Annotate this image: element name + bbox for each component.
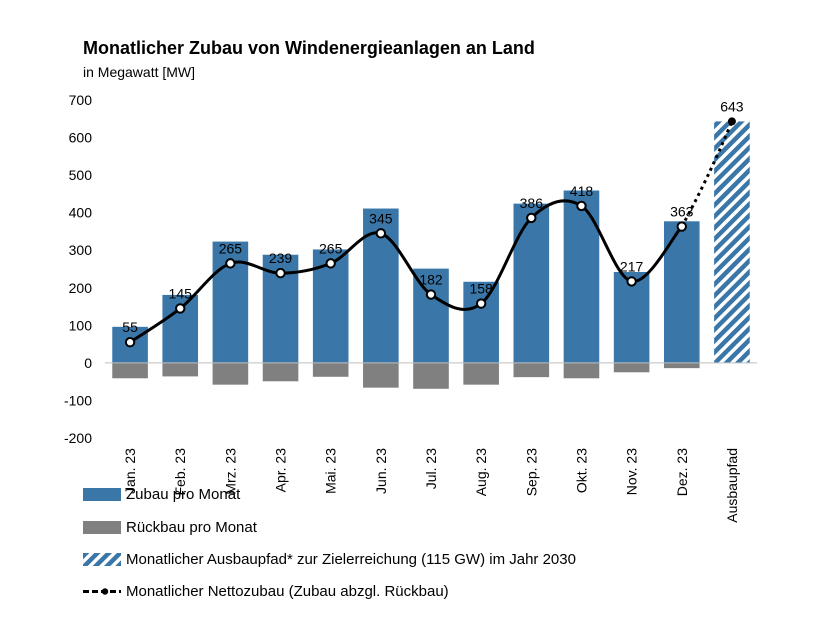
bar-rueckbau <box>563 362 600 379</box>
legend-swatch-zubau <box>83 488 121 501</box>
y-tick-label: 0 <box>84 355 92 371</box>
net-data-label: 386 <box>520 195 544 211</box>
legend-item-ausbaupfad: Monatlicher Ausbaupfad* zur Zielerreichu… <box>83 551 576 568</box>
y-tick-label: 200 <box>69 280 93 296</box>
net-data-label: 158 <box>469 281 493 297</box>
net-data-label: 217 <box>620 258 644 274</box>
bar-rueckbau <box>463 362 499 385</box>
x-tick-label: Okt. 23 <box>573 448 589 493</box>
x-tick-label: Aug. 23 <box>473 448 489 496</box>
bar-zubau <box>513 203 550 363</box>
x-tick-label: Jun. 23 <box>373 448 389 494</box>
bar-rueckbau <box>212 362 249 385</box>
bar-zubau <box>413 268 449 363</box>
bar-zubau <box>463 281 499 363</box>
x-tick-label: Mrz. 23 <box>222 448 238 495</box>
bar-rueckbau <box>262 362 299 382</box>
x-tick-label: Mai. 23 <box>323 448 339 494</box>
chart-subtitle: in Megawatt [MW] <box>83 64 196 80</box>
bar-ausbaupfad <box>714 121 750 363</box>
x-tick-label: Dez. 23 <box>674 448 690 496</box>
legend-item-zubau: Zubau pro Monat <box>83 486 240 503</box>
bar-rueckbau <box>513 362 550 378</box>
net-data-label: 239 <box>269 250 293 266</box>
y-tick-label: -100 <box>64 392 92 408</box>
net-data-label: 55 <box>122 319 138 335</box>
net-point <box>475 298 487 309</box>
legend-label-zubau: Zubau pro Monat <box>126 486 241 503</box>
y-tick-label: 500 <box>69 167 93 183</box>
net-data-label: 265 <box>319 240 343 256</box>
net-point <box>626 276 637 287</box>
net-data-label: 182 <box>419 272 443 288</box>
net-data-label: 145 <box>169 285 193 301</box>
net-point <box>576 200 587 212</box>
net-point <box>124 337 136 348</box>
x-tick-label: Ausbaupfad <box>724 448 740 523</box>
bar-zubau <box>613 272 650 363</box>
legend-item-nettozubau: Monatlicher Nettozubau (Zubau abzgl. Rüc… <box>83 583 449 600</box>
y-tick-label: 700 <box>69 92 93 108</box>
y-tick-label: 600 <box>69 130 93 146</box>
legend-label-rueckbau: Rückbau pro Monat <box>126 519 257 536</box>
bar-zubau <box>563 190 600 363</box>
net-data-label: 418 <box>570 183 594 199</box>
x-tick-label: Feb. 23 <box>172 448 188 496</box>
bar-rueckbau <box>363 362 399 388</box>
bar-rueckbau <box>413 362 449 389</box>
net-data-label: 345 <box>369 210 393 226</box>
y-tick-label: -200 <box>64 430 92 446</box>
net-point <box>676 221 687 232</box>
x-tick-label: Apr. 23 <box>273 448 289 493</box>
net-point <box>727 117 736 126</box>
net-point <box>526 212 537 224</box>
legend-label-nettozubau: Monatlicher Nettozubau (Zubau abzgl. Rüc… <box>126 583 449 600</box>
y-tick-label: 100 <box>69 317 93 333</box>
net-data-label: 265 <box>219 240 243 256</box>
net-data-label: 363 <box>670 204 694 220</box>
net-point <box>175 303 186 314</box>
x-tick-label: Sep. 23 <box>523 448 539 496</box>
legend-swatch-rueckbau <box>83 521 121 534</box>
x-tick-label: Jan. 23 <box>122 448 138 494</box>
bar-rueckbau <box>613 362 650 373</box>
y-tick-label: 400 <box>69 205 93 221</box>
net-point <box>225 258 236 269</box>
bar-rueckbau <box>112 362 148 379</box>
net-point <box>425 289 437 300</box>
chart-title: Monatlicher Zubau von Windenergieanlagen… <box>83 38 535 58</box>
legend-swatch-nettozubau <box>83 588 121 595</box>
net-data-label: 643 <box>720 98 744 114</box>
bar-rueckbau <box>162 362 199 377</box>
legend-item-rueckbau: Rückbau pro Monat <box>83 519 257 536</box>
bar-rueckbau <box>663 362 700 369</box>
bar-rueckbau <box>312 362 349 377</box>
x-tick-label: Jul. 23 <box>423 448 439 489</box>
legend-label-ausbaupfad: Monatlicher Ausbaupfad* zur Zielerreichu… <box>126 551 576 568</box>
legend-swatch-ausbaupfad <box>83 553 121 566</box>
net-point <box>275 267 286 279</box>
net-point <box>325 258 336 269</box>
y-tick-label: 300 <box>69 242 93 258</box>
x-tick-label: Nov. 23 <box>624 448 640 495</box>
net-point <box>375 228 387 239</box>
